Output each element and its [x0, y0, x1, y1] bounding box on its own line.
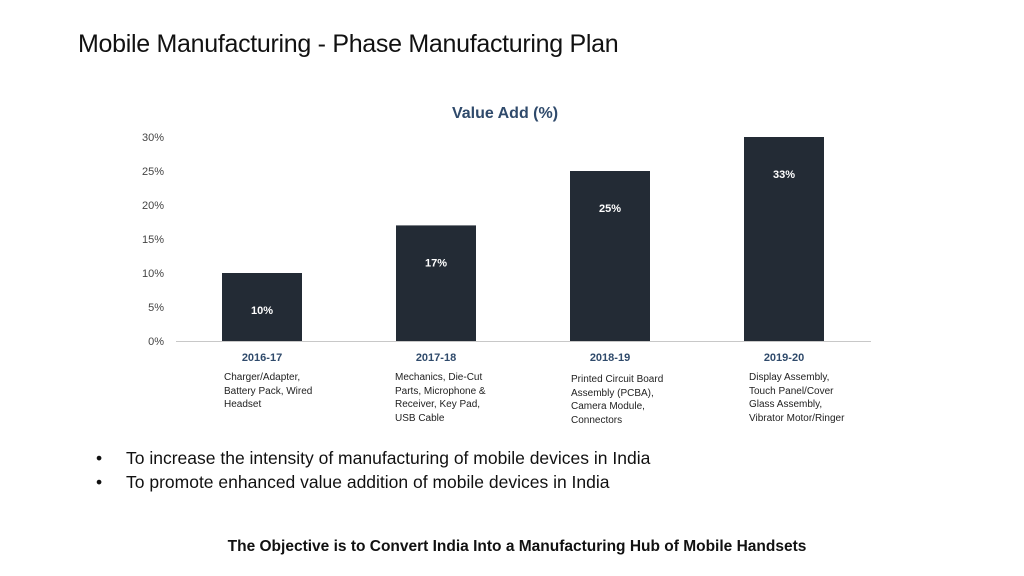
bar-2016-17 — [222, 273, 302, 341]
data-label: 25% — [599, 203, 621, 215]
x-axis: 2016-17 2017-18 2018-19 2019-20 — [242, 352, 804, 364]
bullet-icon: • — [96, 448, 103, 468]
bullet-item: • To promote enhanced value addition of … — [96, 472, 610, 492]
bar-2018-19 — [570, 171, 650, 341]
data-label: 17% — [425, 257, 447, 269]
description-line: Touch Panel/Cover — [749, 385, 834, 397]
y-tick-label: 30% — [142, 132, 164, 144]
description-line: Vibrator Motor/Ringer — [749, 412, 845, 424]
y-tick-label: 10% — [142, 268, 164, 280]
description-line: Mechanics, Die-Cut — [395, 372, 483, 383]
page-title: Mobile Manufacturing - Phase Manufacturi… — [78, 30, 619, 58]
description-line: Printed Circuit Board — [571, 374, 664, 385]
description-2017-18: Mechanics, Die-Cut Parts, Microphone & Rec… — [395, 371, 507, 425]
y-tick-label: 25% — [142, 166, 164, 178]
description-line: Camera Module, — [571, 401, 645, 412]
category-label: 2016-17 — [242, 352, 282, 364]
category-label: 2018-19 — [590, 352, 630, 364]
description-2016-17: Charger/Adapter, Battery Pack, Wired Heads… — [224, 371, 336, 412]
description-line: USB Cable — [395, 412, 445, 424]
description-line: Connectors — [571, 414, 623, 426]
data-label: 10% — [251, 305, 273, 317]
description-line: Assembly (PCBA), — [571, 387, 654, 399]
category-label: 2017-18 — [416, 352, 456, 364]
bar-2017-18 — [396, 225, 476, 341]
description-line: Display Assembly, — [749, 372, 830, 383]
y-tick-label: 20% — [142, 200, 164, 212]
bullet-icon: • — [96, 472, 103, 492]
description-line: Headset — [224, 399, 262, 410]
y-tick-label: 5% — [148, 302, 164, 314]
bullet-item: • To increase the intensity of manufactu… — [96, 448, 651, 468]
description-2018-19: Printed Circuit Board Assembly (PCBA), Cam… — [571, 373, 683, 427]
bars: 10% 17% 25% 33% — [222, 137, 824, 341]
description-line: Parts, Microphone & — [395, 385, 486, 397]
y-tick-label: 0% — [148, 336, 164, 348]
chart-title: Value Add (%) — [452, 105, 558, 122]
description-2019-20: Display Assembly, Touch Panel/Cover Glass … — [749, 371, 861, 425]
category-label: 2019-20 — [764, 352, 804, 364]
y-tick-label: 15% — [142, 234, 164, 246]
bar-2019-20 — [744, 137, 824, 341]
value-add-bar-chart: Value Add (%) 0% 5% 10% 15% 20% 25% 30% 10% 17%… — [142, 105, 871, 364]
bullet-list: • To increase the intensity of manufactu… — [96, 446, 650, 494]
description-line: Receiver, Key Pad, — [395, 399, 481, 410]
description-line: Charger/Adapter, — [224, 372, 301, 383]
description-line: Glass Assembly, — [749, 399, 823, 410]
data-label: 33% — [773, 169, 795, 181]
y-axis: 0% 5% 10% 15% 20% 25% 30% — [142, 132, 164, 348]
objective-statement: The Objective is to Convert India Into a… — [227, 538, 807, 555]
description-line: Battery Pack, Wired — [224, 385, 313, 397]
